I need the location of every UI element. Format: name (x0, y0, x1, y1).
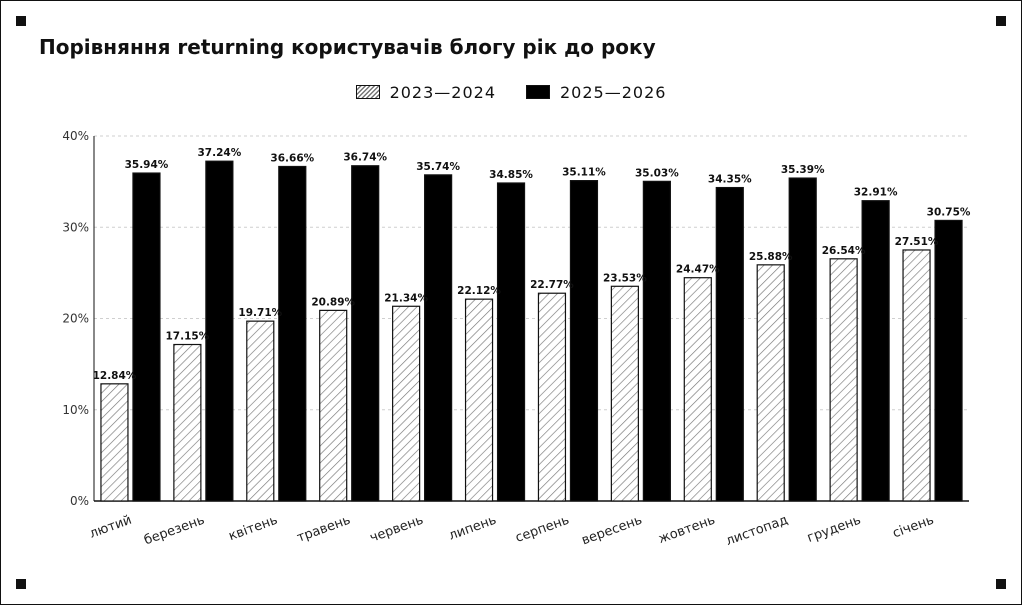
x-tick-label: березень (142, 513, 207, 549)
legend-label-series-1: 2023—2024 (389, 82, 496, 102)
bar-series-1 (756, 264, 785, 502)
x-tick-label: серпень (514, 513, 572, 546)
legend-swatch-solid (526, 85, 550, 99)
y-tick-label: 20% (62, 312, 89, 326)
value-label: 26.54% (822, 245, 866, 257)
bar-series-1 (464, 298, 494, 502)
bar-series-2 (569, 180, 599, 502)
y-tick-label: 40% (62, 129, 89, 143)
bar-series-2 (351, 165, 380, 502)
bar-series-2 (788, 177, 817, 502)
corner-marker-top-right (996, 16, 1006, 26)
value-label: 23.53% (603, 272, 647, 284)
value-label: 25.88% (749, 251, 793, 263)
x-tick-label: травень (295, 513, 352, 546)
grid-layer (94, 135, 969, 411)
bar-series-2 (642, 180, 671, 502)
bar-series-1 (246, 320, 275, 502)
legend-item-series-1: 2023—2024 (355, 82, 496, 102)
value-label: 24.47% (676, 264, 720, 276)
value-label: 34.85% (489, 169, 533, 181)
x-tick-label: вересень (580, 513, 645, 549)
value-label: 17.15% (166, 331, 210, 343)
bar-layer (100, 160, 963, 502)
value-label: 35.03% (635, 167, 679, 179)
value-label: 22.77% (530, 279, 574, 291)
x-tick-label: квітень (227, 513, 280, 544)
bar-series-1 (392, 305, 421, 502)
y-tick-label: 10% (62, 403, 89, 417)
x-tick-label: липень (447, 513, 499, 544)
value-label: 19.71% (238, 307, 282, 319)
value-label: 36.66% (270, 152, 314, 164)
bar-series-2 (424, 174, 453, 502)
value-label: 12.84% (93, 370, 137, 382)
bar-series-2 (496, 182, 526, 502)
bar-series-2 (205, 160, 234, 502)
legend-label-series-2: 2025—2026 (560, 82, 667, 102)
value-label: 20.89% (311, 296, 355, 308)
bar-series-2 (715, 186, 744, 502)
bar-series-1 (537, 292, 567, 502)
bar-series-1 (902, 249, 931, 502)
bar-series-2 (278, 165, 307, 502)
bar-series-1 (173, 343, 202, 502)
x-tick-label: грудень (805, 513, 863, 546)
x-tick-label: листопад (724, 513, 790, 549)
corner-marker-top-left (16, 16, 26, 26)
bar-series-2 (934, 219, 963, 502)
bar-series-1 (683, 277, 712, 502)
value-label: 32.91% (854, 187, 898, 199)
bar-series-2 (861, 200, 890, 502)
x-tick-label: лютий (88, 513, 134, 542)
x-tick-label: жовтень (657, 513, 718, 547)
chart-title: Порівняння returning користувачів блогу … (39, 35, 656, 59)
y-tick-label: 30% (62, 220, 89, 234)
x-tick-label: червень (368, 513, 426, 546)
bar-series-1 (829, 258, 858, 502)
value-label: 35.39% (781, 164, 825, 176)
value-label: 22.12% (457, 285, 501, 297)
value-label: 21.34% (384, 292, 428, 304)
bar-series-1 (100, 383, 129, 502)
axis-layer: 0% 10% 20% 30% 40% (62, 129, 969, 508)
legend: 2023—2024 2025—2026 (1, 81, 1021, 103)
corner-marker-bottom-right (996, 579, 1006, 589)
bar-series-1 (610, 285, 639, 502)
x-tick-label: січень (891, 513, 936, 542)
value-label: 27.51% (895, 236, 939, 248)
value-label: 35.74% (416, 161, 460, 173)
corner-marker-bottom-left (16, 579, 26, 589)
value-label: 34.35% (708, 174, 752, 186)
bar-series-2 (132, 172, 161, 502)
value-label: 30.75% (927, 206, 971, 218)
bar-series-1 (319, 309, 348, 502)
y-tick-label: 0% (70, 494, 89, 508)
legend-swatch-hatched (355, 85, 380, 99)
value-label: 37.24% (198, 147, 242, 159)
legend-item-series-2: 2025—2026 (526, 83, 666, 102)
value-label: 36.74% (343, 152, 387, 164)
value-label: 35.94% (125, 159, 169, 171)
value-label: 35.11% (562, 167, 606, 179)
